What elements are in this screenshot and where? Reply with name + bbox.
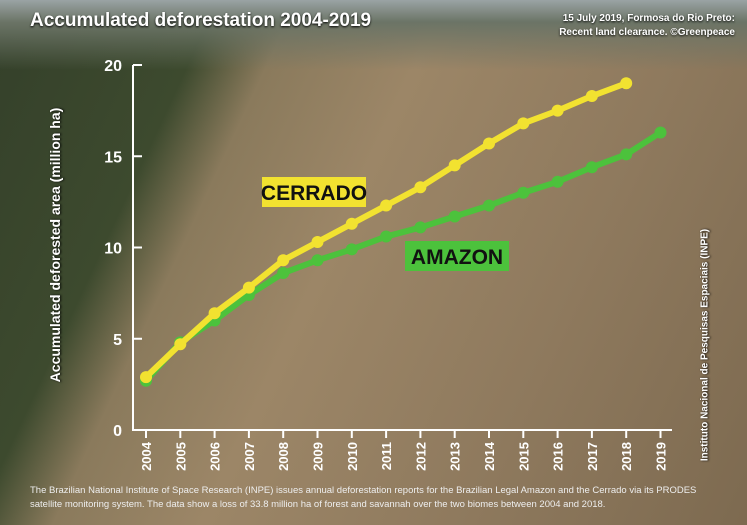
cerrado-point [174, 338, 187, 351]
amazon-point [517, 186, 530, 199]
cerrado-point [380, 199, 393, 212]
x-tick-label: 2014 [482, 441, 497, 471]
amazon-point [483, 199, 495, 212]
y-tick-label: 0 [113, 423, 122, 440]
x-tick-label: 2019 [654, 442, 669, 471]
amazon-point [551, 175, 564, 188]
x-tick-label: 2017 [585, 442, 600, 471]
footnote: The Brazilian National Institute of Spac… [30, 485, 697, 510]
cerrado-point [140, 371, 152, 384]
x-tick-label: 2010 [345, 442, 360, 471]
x-tick-label: 2018 [619, 442, 634, 471]
photo-credit: 15 July 2019, Formosa do Rio Preto: Rece… [559, 12, 735, 40]
x-tick-label: 2007 [242, 442, 257, 471]
cerrado-point [517, 117, 530, 130]
cerrado-point [483, 137, 495, 150]
x-tick-label: 2013 [448, 442, 463, 471]
cerrado-point [414, 181, 427, 194]
y-tick-label: 15 [104, 149, 122, 166]
y-tick-label: 20 [104, 58, 122, 75]
credit-line-2: Recent land clearance. ©Greenpeace [559, 27, 735, 38]
amazon-point [654, 126, 667, 139]
x-tick-label: 2015 [516, 442, 531, 471]
amazon-point [311, 254, 324, 267]
x-tick-label: 2011 [379, 442, 394, 470]
amazon-label-bg [405, 241, 509, 271]
x-tick-label: 2016 [551, 442, 566, 471]
x-tick-label: 2006 [208, 442, 223, 471]
cerrado-point [448, 159, 461, 172]
cerrado-line [143, 80, 628, 380]
chart-title: Accumulated deforestation 2004-2019 [30, 10, 372, 31]
amazon-point [380, 230, 393, 243]
cerrado-point [242, 281, 255, 294]
x-tick-label: 2012 [413, 442, 428, 471]
amazon-label: AMAZON [411, 246, 503, 269]
x-tick-label: 2008 [276, 442, 291, 471]
amazon-point [620, 148, 633, 161]
cerrado-point [277, 254, 290, 267]
amazon-point [448, 210, 461, 223]
cerrado-point [208, 307, 221, 320]
cerrado-point [311, 236, 324, 249]
cerrado-label: CERRADO [261, 182, 367, 205]
cerrado-point [620, 77, 633, 90]
cerrado-label-bg [262, 177, 366, 207]
cerrado-point [585, 90, 598, 103]
x-tick-label: 2009 [311, 442, 326, 471]
y-tick-label: 10 [104, 241, 122, 258]
y-tick-label: 5 [113, 332, 122, 349]
amazon-point [277, 267, 290, 280]
amazon-line [143, 129, 663, 383]
cerrado-point [551, 104, 564, 117]
x-tick-label: 2004 [139, 441, 154, 471]
amazon-point [414, 221, 427, 234]
cerrado-point [345, 217, 358, 230]
amazon-point [585, 161, 598, 174]
x-tick-label: 2005 [173, 442, 188, 471]
amazon-point [345, 243, 358, 256]
credit-line-1: 15 July 2019, Formosa do Rio Preto: [562, 13, 735, 24]
